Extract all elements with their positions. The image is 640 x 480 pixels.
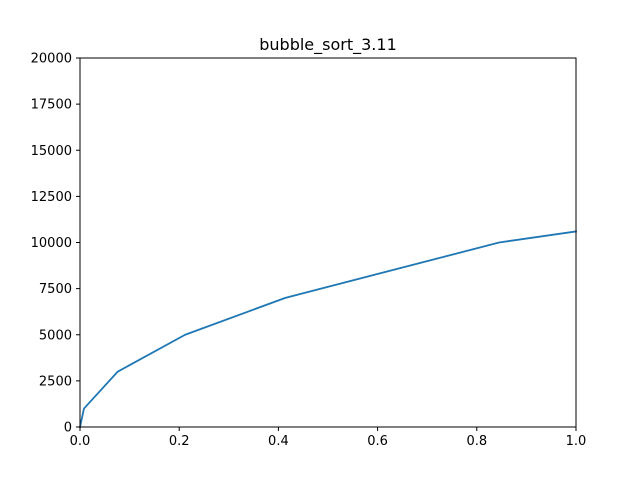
x-tick-label: 0.8 <box>466 434 487 449</box>
plot-area: 0.0 0.2 0.4 0.6 0.8 1.0 0 2500 5000 7500 10000 1250… <box>31 52 587 450</box>
y-tick-label: 2500 <box>39 374 72 389</box>
y-tick-label: 7500 <box>39 282 72 297</box>
y-tick-label: 10000 <box>31 236 72 251</box>
chart-title: bubble_sort_3.11 <box>259 35 397 55</box>
y-tick-label: 15000 <box>31 144 72 159</box>
x-tick-label: 0.6 <box>367 434 388 449</box>
y-tick-label: 20000 <box>31 52 72 67</box>
x-tick-label: 0.0 <box>70 434 91 449</box>
y-tick-label: 12500 <box>31 190 72 205</box>
x-tick-label: 0.2 <box>169 434 190 449</box>
x-tick-label: 0.4 <box>268 434 289 449</box>
series-line-0 <box>78 230 578 429</box>
x-tick-label: 1.0 <box>566 434 587 449</box>
y-tick-label: 5000 <box>39 328 72 343</box>
y-tick-label: 0 <box>64 421 72 436</box>
y-tick-label: 17500 <box>31 98 72 113</box>
